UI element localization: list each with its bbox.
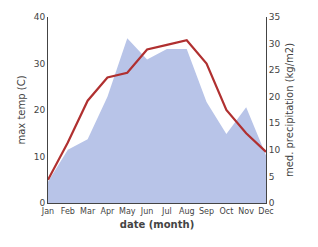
svg-text:med. precipitation (kg/m2): med. precipitation (kg/m2) <box>284 43 295 177</box>
svg-text:30: 30 <box>34 59 46 69</box>
svg-text:Oct: Oct <box>219 207 233 216</box>
svg-text:25: 25 <box>269 65 280 75</box>
svg-text:35: 35 <box>269 12 280 22</box>
svg-text:20: 20 <box>34 105 46 115</box>
svg-text:Sep: Sep <box>199 207 214 216</box>
svg-text:May: May <box>119 207 136 216</box>
svg-text:Feb: Feb <box>61 207 75 216</box>
svg-text:Apr: Apr <box>101 207 116 216</box>
svg-text:Dec: Dec <box>258 207 273 216</box>
svg-text:Mar: Mar <box>80 207 96 216</box>
svg-text:date (month): date (month) <box>120 219 194 230</box>
svg-text:20: 20 <box>269 92 281 102</box>
svg-text:Jan: Jan <box>41 207 54 216</box>
svg-text:30: 30 <box>269 39 281 49</box>
svg-text:15: 15 <box>269 118 280 128</box>
svg-text:40: 40 <box>34 12 46 22</box>
svg-text:Jun: Jun <box>140 207 154 216</box>
svg-text:0: 0 <box>269 198 275 208</box>
svg-text:0: 0 <box>39 198 45 208</box>
svg-text:5: 5 <box>269 172 275 182</box>
svg-text:max temp (C): max temp (C) <box>16 75 27 144</box>
svg-text:10: 10 <box>269 145 281 155</box>
svg-text:10: 10 <box>34 152 46 162</box>
svg-text:Aug: Aug <box>179 207 195 216</box>
svg-text:Nov: Nov <box>238 207 254 216</box>
svg-text:Jul: Jul <box>161 207 172 216</box>
